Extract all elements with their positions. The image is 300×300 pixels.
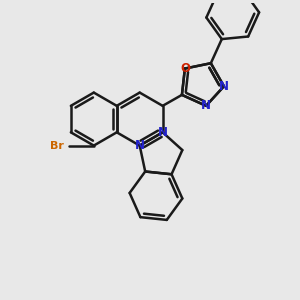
Text: N: N bbox=[219, 80, 229, 93]
Text: O: O bbox=[180, 62, 190, 75]
Text: N: N bbox=[135, 139, 145, 152]
Text: N: N bbox=[158, 126, 168, 139]
Text: Br: Br bbox=[50, 141, 64, 151]
Text: N: N bbox=[201, 99, 211, 112]
